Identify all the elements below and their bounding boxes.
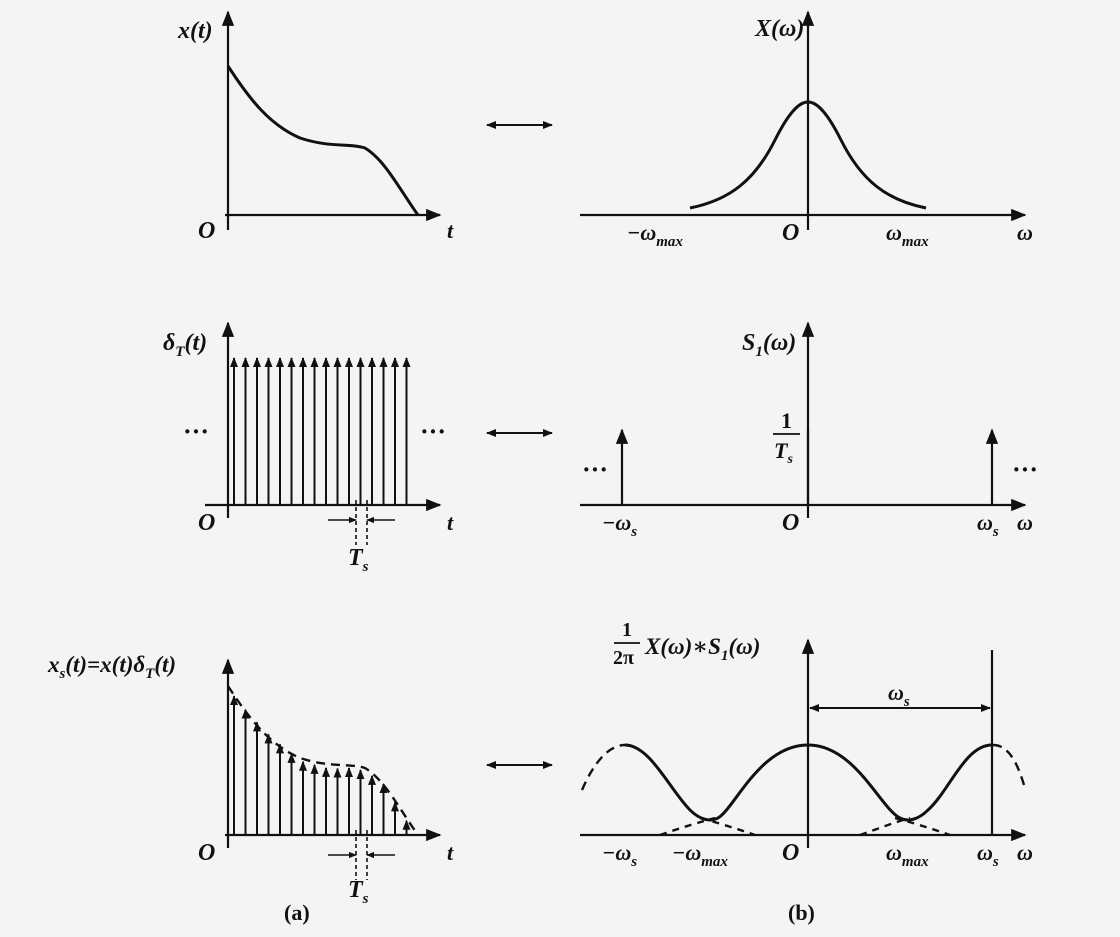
conv-label: 1 2π X(ω)∗S1(ω) (613, 619, 760, 669)
caption-b: (b) (788, 900, 815, 925)
neg-wmax-label: −ωmax (672, 840, 728, 870)
origin-label: O (782, 220, 799, 246)
panel-a-row2: δT(t) ··· ··· O t Ts (163, 321, 454, 575)
t-label: t (447, 510, 454, 535)
panel-a-row1: x(t) O t (177, 10, 454, 244)
caption-a: (a) (284, 900, 310, 925)
svg-text:X(ω)∗S1(ω): X(ω)∗S1(ω) (644, 634, 760, 664)
origin-label: O (782, 840, 799, 866)
transform-arrows (486, 121, 553, 769)
w-label: ω (1017, 840, 1033, 865)
replica-right-tail (992, 743, 1026, 786)
pos-ws-label: ωs (977, 840, 999, 870)
pos-wmax-label: ωmax (886, 220, 929, 250)
impulse-height-fraction: 1 Ts (773, 408, 800, 467)
t-label: t (447, 840, 454, 865)
w-label: ω (1017, 510, 1033, 535)
overlap-right-a (859, 816, 911, 837)
panel-b-row1: X(ω) O ω −ωmax ωmax (580, 10, 1033, 250)
deltaT-label: δT(t) (163, 330, 207, 360)
w-label: ω (1017, 220, 1033, 245)
ellipsis-right: ··· (420, 417, 446, 446)
t-label: t (447, 218, 454, 243)
Ts-spacing-marker: Ts (328, 830, 395, 907)
svg-text:1: 1 (622, 619, 632, 641)
pos-wmax-label: ωmax (886, 840, 929, 870)
svg-text:1: 1 (781, 408, 792, 433)
xs-label: xs(t)=x(t)δT(t) (47, 652, 176, 682)
replica-left-tail (580, 743, 626, 791)
pos-ws-label: ωs (977, 510, 999, 540)
origin-label: O (198, 510, 215, 536)
neg-wmax-label: −ωmax (627, 220, 683, 250)
signal-curve (226, 65, 420, 216)
aliased-spectrum-curve (624, 743, 993, 822)
origin-label: O (782, 510, 799, 536)
panel-a-row3: xs(t)=x(t)δT(t) O t Ts (47, 652, 454, 907)
origin-label: O (198, 840, 215, 866)
ellipsis-left: ··· (582, 455, 608, 484)
Ts-spacing-marker: Ts (328, 500, 395, 575)
ellipsis-right: ··· (1012, 455, 1038, 484)
ws-period-label: ωs (888, 680, 910, 710)
xt-label: x(t) (177, 18, 213, 44)
panel-b-row2: S1(ω) 1 Ts ··· ··· −ωs O ωs ω (580, 321, 1038, 540)
Ts-label: Ts (348, 545, 369, 575)
neg-ws-label: −ωs (602, 840, 637, 870)
Xw-label: X(ω) (754, 16, 804, 42)
svg-text:Ts: Ts (774, 438, 793, 467)
S1w-label: S1(ω) (742, 330, 796, 360)
Ts-label: Ts (348, 877, 369, 907)
spectrum-curve (689, 100, 927, 210)
panel-b-row3: ωs 1 2π X(ω)∗S1(ω) −ωs −ωmax O ωmax ωs ω (580, 619, 1033, 870)
neg-ws-label: −ωs (602, 510, 637, 540)
ellipsis-left: ··· (183, 417, 209, 446)
svg-text:2π: 2π (613, 647, 634, 669)
origin-label: O (198, 218, 215, 244)
